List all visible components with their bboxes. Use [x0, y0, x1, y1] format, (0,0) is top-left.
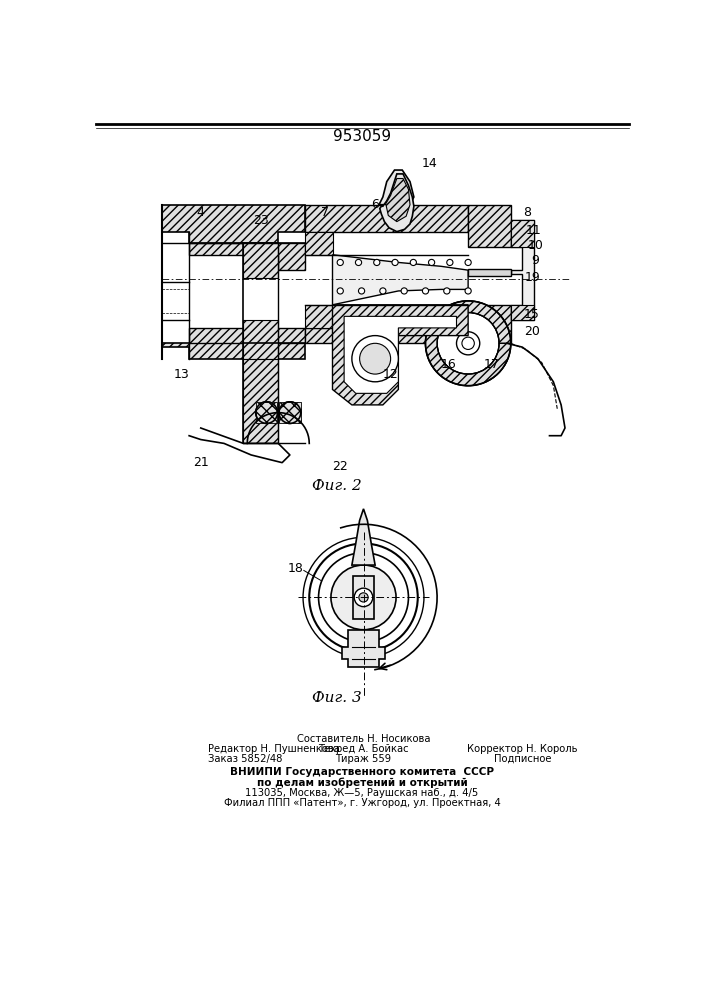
- Circle shape: [437, 312, 499, 374]
- Text: 7: 7: [321, 206, 329, 219]
- Polygon shape: [385, 179, 410, 222]
- Polygon shape: [243, 320, 279, 359]
- Circle shape: [319, 553, 409, 642]
- Text: Редактор Н. Пушненкова: Редактор Н. Пушненкова: [209, 744, 340, 754]
- Circle shape: [309, 544, 418, 651]
- Polygon shape: [243, 359, 279, 443]
- Circle shape: [465, 288, 472, 294]
- Circle shape: [337, 288, 344, 294]
- Circle shape: [444, 288, 450, 294]
- Polygon shape: [189, 243, 305, 270]
- Polygon shape: [510, 220, 534, 320]
- Text: Филиал ППП «Патент», г. Ужгород, ул. Проектная, 4: Филиал ППП «Патент», г. Ужгород, ул. Про…: [223, 798, 501, 808]
- Circle shape: [380, 288, 386, 294]
- Text: 12: 12: [382, 368, 399, 381]
- Polygon shape: [468, 305, 510, 343]
- Circle shape: [422, 288, 428, 294]
- Text: 22: 22: [332, 460, 348, 473]
- Circle shape: [410, 259, 416, 266]
- Circle shape: [356, 259, 361, 266]
- Circle shape: [359, 593, 368, 602]
- Polygon shape: [341, 630, 385, 667]
- Text: 4: 4: [197, 206, 205, 219]
- Circle shape: [374, 259, 380, 266]
- Circle shape: [256, 402, 277, 423]
- Polygon shape: [305, 305, 332, 328]
- Polygon shape: [510, 305, 534, 320]
- Text: 10: 10: [527, 239, 544, 252]
- Polygon shape: [243, 243, 279, 278]
- Polygon shape: [344, 316, 457, 393]
- Polygon shape: [468, 269, 510, 276]
- Polygon shape: [256, 402, 277, 423]
- Text: 15: 15: [524, 308, 539, 321]
- Circle shape: [392, 259, 398, 266]
- Text: 16: 16: [441, 358, 457, 371]
- Circle shape: [337, 259, 344, 266]
- Circle shape: [426, 301, 510, 386]
- Text: ВНИИПИ Государственного комитета  СССР: ВНИИПИ Государственного комитета СССР: [230, 767, 494, 777]
- Text: по делам изобретений и открытий: по делам изобретений и открытий: [257, 778, 467, 788]
- Circle shape: [354, 588, 373, 607]
- Polygon shape: [332, 255, 468, 305]
- Circle shape: [358, 288, 365, 294]
- Text: Техред А. Бойкас: Техред А. Бойкас: [318, 744, 409, 754]
- Text: 23: 23: [253, 214, 269, 227]
- Polygon shape: [332, 305, 468, 405]
- Text: 18: 18: [288, 562, 304, 575]
- Text: 113035, Москва, Ж—5, Раушская наб., д. 4/5: 113035, Москва, Ж—5, Раушская наб., д. 4…: [245, 788, 479, 798]
- Polygon shape: [305, 232, 332, 255]
- Polygon shape: [305, 205, 468, 232]
- Polygon shape: [380, 174, 414, 232]
- Text: 13: 13: [173, 368, 189, 381]
- Circle shape: [360, 343, 391, 374]
- Polygon shape: [352, 509, 375, 565]
- Circle shape: [447, 259, 453, 266]
- Polygon shape: [426, 301, 510, 386]
- Polygon shape: [305, 328, 468, 343]
- Text: Корректор Н. Король: Корректор Н. Король: [467, 744, 578, 754]
- Text: 953059: 953059: [333, 129, 391, 144]
- Text: Заказ 5852/48: Заказ 5852/48: [209, 754, 283, 764]
- Polygon shape: [189, 328, 305, 343]
- Circle shape: [331, 565, 396, 630]
- Text: Фиг. 2: Фиг. 2: [312, 479, 361, 493]
- Text: 8: 8: [523, 206, 531, 219]
- Polygon shape: [162, 205, 305, 243]
- Text: 14: 14: [421, 157, 437, 170]
- Polygon shape: [279, 402, 300, 423]
- Polygon shape: [379, 170, 414, 205]
- Text: 21: 21: [193, 456, 209, 469]
- Polygon shape: [353, 576, 374, 619]
- Text: 17: 17: [484, 358, 499, 371]
- Circle shape: [352, 336, 398, 382]
- Text: 9: 9: [531, 254, 539, 267]
- Text: 6: 6: [371, 198, 379, 211]
- Polygon shape: [162, 343, 305, 359]
- Circle shape: [279, 402, 300, 423]
- Circle shape: [428, 259, 435, 266]
- Circle shape: [465, 259, 472, 266]
- Text: 19: 19: [525, 271, 540, 284]
- Text: Подписное: Подписное: [493, 754, 551, 764]
- Polygon shape: [468, 205, 510, 247]
- Text: Тираж 559: Тираж 559: [335, 754, 392, 764]
- Circle shape: [401, 288, 407, 294]
- Text: Фиг. 3: Фиг. 3: [312, 690, 361, 704]
- Text: Составитель Н. Носикова: Составитель Н. Носикова: [297, 734, 431, 744]
- Polygon shape: [510, 220, 534, 247]
- Text: 20: 20: [525, 325, 540, 338]
- Text: 11: 11: [525, 224, 541, 237]
